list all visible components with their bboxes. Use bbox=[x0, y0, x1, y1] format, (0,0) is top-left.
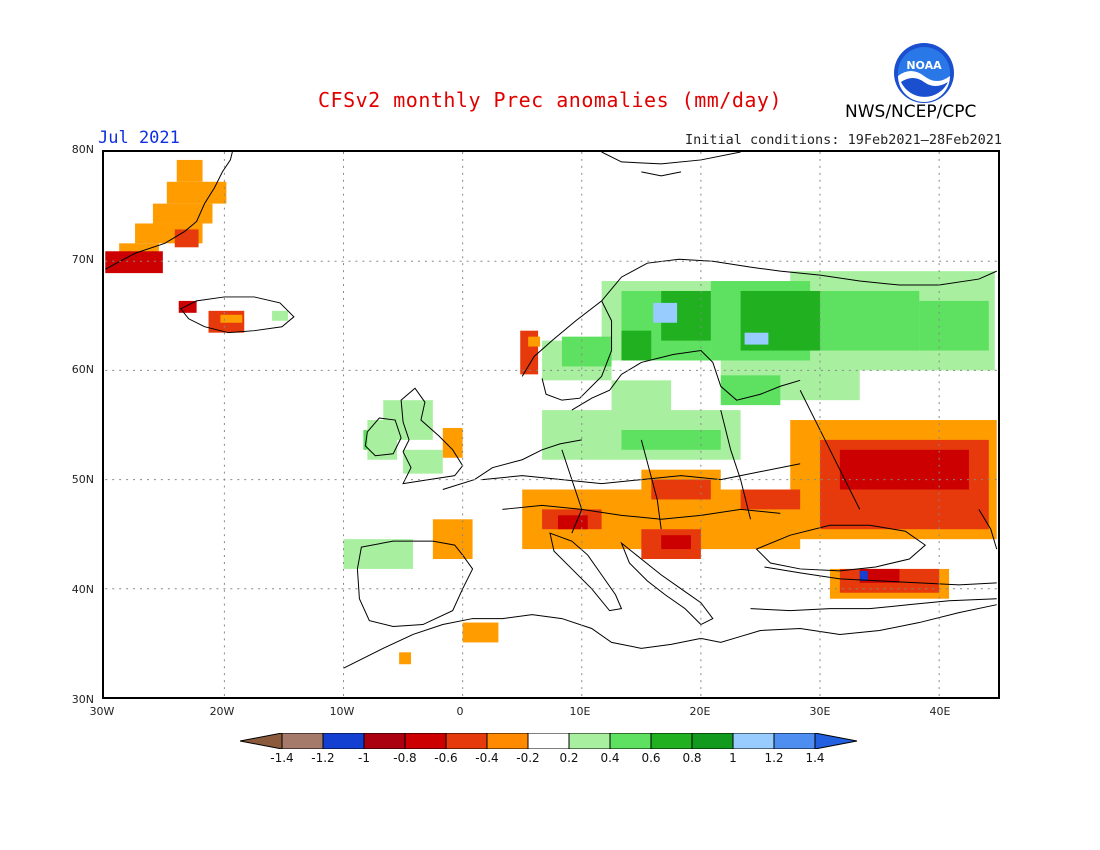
colorbar-tick-label: 1.2 bbox=[764, 751, 784, 765]
precipitation-anomaly-map bbox=[102, 150, 1000, 699]
colorbar-segment-13 bbox=[773, 733, 816, 749]
colorbar-segment-9 bbox=[609, 733, 652, 749]
agency-label: NWS/NCEP/CPC bbox=[845, 102, 977, 122]
graticule bbox=[105, 152, 997, 697]
colorbar-tick-label: -1.2 bbox=[311, 751, 335, 765]
colorbar-tick-label: 0.8 bbox=[682, 751, 702, 765]
lon-label-30w: 30W bbox=[89, 705, 115, 718]
colorbar-tick-label: -0.4 bbox=[475, 751, 499, 765]
colorbar-tick-label: -0.2 bbox=[516, 751, 540, 765]
chart-title: CFSv2 monthly Prec anomalies (mm/day) bbox=[317, 88, 783, 112]
initial-conditions: Initial conditions: 19Feb2021–28Feb2021 bbox=[685, 132, 1002, 148]
colorbar-segment-14 bbox=[814, 733, 858, 749]
colorbar-segment-6 bbox=[486, 733, 529, 749]
colorbar-tick-label: 0.6 bbox=[641, 751, 661, 765]
colorbar-segment-1 bbox=[281, 733, 324, 749]
colorbar-tick-label: 0.2 bbox=[559, 751, 579, 765]
lon-label-10e: 10E bbox=[569, 705, 591, 718]
colorbar bbox=[240, 733, 858, 749]
noaa-logo-icon: NOAA bbox=[894, 43, 954, 103]
forecast-period: Jul 2021 bbox=[98, 128, 180, 148]
lon-label-10w: 10W bbox=[329, 705, 355, 718]
colorbar-tick-label: 1 bbox=[729, 751, 737, 765]
colorbar-segment-11 bbox=[691, 733, 734, 749]
lat-label-70n: 70N bbox=[71, 253, 94, 266]
colorbar-segment-8 bbox=[568, 733, 611, 749]
lat-label-30n: 30N bbox=[71, 693, 94, 706]
anomaly-shading bbox=[105, 159, 997, 665]
colorbar-tick-label: -0.6 bbox=[434, 751, 458, 765]
colorbar-tick-label: -0.8 bbox=[393, 751, 417, 765]
colorbar-segment-3 bbox=[363, 733, 406, 749]
lon-label-30e: 30E bbox=[809, 705, 831, 718]
colorbar-segment-0 bbox=[240, 733, 283, 749]
svg-text:NOAA: NOAA bbox=[906, 59, 942, 72]
colorbar-tick-label: -1.4 bbox=[270, 751, 294, 765]
colorbar-segment-12 bbox=[732, 733, 775, 749]
lat-label-50n: 50N bbox=[71, 473, 94, 486]
colorbar-tick-label: 0.4 bbox=[600, 751, 620, 765]
colorbar-segment-10 bbox=[650, 733, 693, 749]
colorbar-segment-5 bbox=[445, 733, 488, 749]
lat-label-40n: 40N bbox=[71, 583, 94, 596]
colorbar-segment-2 bbox=[322, 733, 365, 749]
lat-label-60n: 60N bbox=[71, 363, 94, 376]
colorbar-tick-label: 1.4 bbox=[805, 751, 825, 765]
colorbar-tick-label: -1 bbox=[358, 751, 370, 765]
colorbar-segment-4 bbox=[404, 733, 447, 749]
lon-label-20e: 20E bbox=[689, 705, 711, 718]
colorbar-segment-7 bbox=[527, 733, 570, 749]
lon-label-20w: 20W bbox=[209, 705, 235, 718]
lat-label-80n: 80N bbox=[71, 143, 94, 156]
lon-label-0: 0 bbox=[456, 705, 464, 718]
lon-label-40e: 40E bbox=[929, 705, 951, 718]
